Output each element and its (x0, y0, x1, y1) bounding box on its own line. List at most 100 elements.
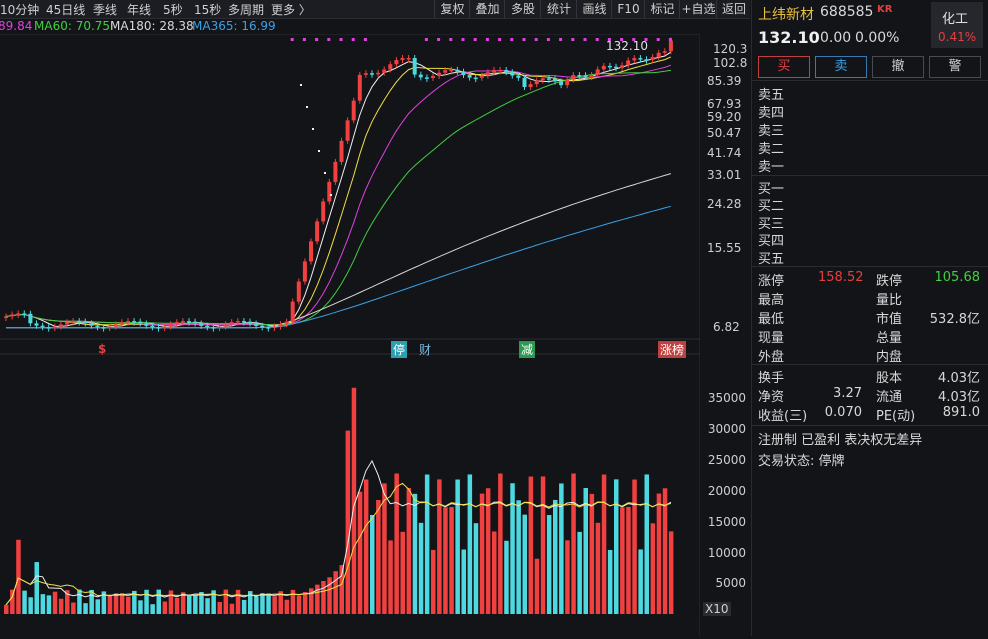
volume-bar (467, 474, 473, 614)
cancel-button[interactable]: 撤 (872, 56, 924, 78)
ma60-line (5, 69, 671, 326)
period-year[interactable]: 年线 (127, 3, 152, 17)
mark-button[interactable]: 标记 (644, 0, 680, 18)
ma365-line (6, 205, 672, 329)
current-price: 132.10 (758, 28, 820, 47)
outer-label: 外盘 (758, 350, 785, 365)
event-suspend-marker[interactable]: 停 (391, 341, 408, 358)
last-price-marker: 132.10 (606, 39, 648, 53)
sector-box[interactable]: 化工 0.41% (931, 2, 983, 48)
event-reduce-marker[interactable]: 减 (519, 341, 536, 358)
limit-up-dot (339, 38, 343, 41)
volume-bar (418, 522, 424, 614)
limit-up-dot (315, 38, 319, 41)
limit-up-dot (559, 38, 563, 41)
volume-tick: 10000 (707, 546, 746, 560)
eps-label: 收益(三) (758, 409, 808, 424)
candle-body (71, 321, 76, 323)
volume-tick: 5000 (715, 576, 746, 590)
now-vol-label: 现量 (758, 331, 785, 346)
volume-bar (626, 506, 631, 614)
candle-body (357, 74, 362, 101)
eps-value: 0.070 (824, 405, 862, 420)
period-10min[interactable]: 10分钟 (0, 3, 40, 17)
candle-body (52, 326, 57, 329)
adjust-button[interactable]: 复权 (434, 0, 470, 18)
stats-button[interactable]: 统计 (540, 0, 577, 18)
multi-period[interactable]: 多周期 (228, 3, 265, 17)
volume-bar (309, 588, 314, 614)
ask-2-label: 卖二 (758, 142, 785, 157)
candle-body (345, 120, 350, 141)
event-rank-marker[interactable]: 涨榜 (658, 341, 687, 358)
kline-chart[interactable]: 120.3 102.8 85.39 67.93 59.20 50.47 41.7… (0, 33, 747, 636)
alert-button[interactable]: 警 (929, 56, 981, 78)
candle-body (107, 326, 112, 329)
period-quarter[interactable]: 季线 (93, 3, 118, 17)
volume-bar (333, 571, 338, 614)
volume-bar (174, 597, 180, 614)
candle-body (656, 52, 661, 58)
candle-body (126, 321, 130, 323)
share-cap-label: 股本 (876, 371, 903, 386)
price-tick: 41.74 (707, 146, 742, 160)
volume-bar (217, 601, 222, 614)
candle-body (485, 72, 490, 76)
more-menu[interactable]: 更多 〉 (271, 3, 311, 17)
period-45day[interactable]: 45日线 (46, 3, 86, 17)
volume-bar (58, 598, 64, 614)
candle-body (638, 58, 643, 60)
candle-body (278, 324, 283, 327)
draw-button[interactable]: 画线 (576, 0, 612, 18)
limit-up-dot (363, 38, 367, 41)
candle-body (16, 313, 21, 315)
candle-body (211, 327, 216, 329)
volume-bar (40, 594, 46, 614)
limit-up-dot (306, 106, 308, 108)
f10-button[interactable]: F10 (611, 0, 645, 18)
volume-bar (138, 600, 143, 614)
volume-bar (620, 507, 625, 614)
volume-bar (28, 597, 33, 614)
volume-bar (229, 603, 235, 614)
limit-up-dot (302, 38, 306, 41)
ma-legend: 89.84 MA60: 70.75 MA180: 28.38 MA365: 16… (0, 18, 700, 34)
sell-button[interactable]: 卖 (815, 56, 867, 78)
volume-bar (577, 531, 582, 614)
volume-bar (565, 540, 570, 614)
candle-body (180, 321, 185, 323)
price-change: 0.00 (820, 30, 852, 46)
candle-body (504, 69, 509, 73)
period-15s[interactable]: 15秒 (194, 3, 222, 17)
overlay-button[interactable]: 叠加 (469, 0, 505, 18)
volume-bar (614, 479, 619, 614)
quote-panel: 上纬新材 688585 KR 化工 0.41% 132.10 0.00 0.00… (751, 0, 988, 636)
volume-bar (260, 593, 265, 614)
volume-bar (10, 589, 15, 614)
buy-button[interactable]: 买 (758, 56, 810, 78)
volume-bar (534, 558, 540, 614)
volume-ma-lines (5, 459, 672, 606)
limit-up-dots (290, 38, 672, 196)
candle-body (400, 58, 405, 60)
volume-bar (656, 493, 662, 614)
period-5s[interactable]: 5秒 (163, 3, 183, 17)
candle-body (632, 58, 637, 61)
candle-body (534, 80, 539, 85)
back-button[interactable]: 返回 (716, 0, 751, 18)
ma-legend-ma30: 89.84 (0, 19, 33, 33)
limit-up-dot (498, 38, 502, 41)
volume-bar (461, 549, 466, 614)
event-dividend-marker[interactable]: $ (98, 342, 107, 356)
candle-body (290, 301, 295, 322)
volume-bar (516, 500, 521, 614)
volume-bar (528, 476, 534, 614)
candle-body (174, 322, 179, 325)
volume-bar (113, 593, 119, 614)
bid-3-label: 买三 (758, 217, 785, 232)
add-watchlist-button[interactable]: +自选 (679, 0, 717, 18)
multi-stock-button[interactable]: 多股 (504, 0, 541, 18)
volume-bar (315, 584, 320, 614)
event-finance-marker[interactable]: 财 (419, 343, 432, 357)
volume-bar (119, 593, 125, 614)
